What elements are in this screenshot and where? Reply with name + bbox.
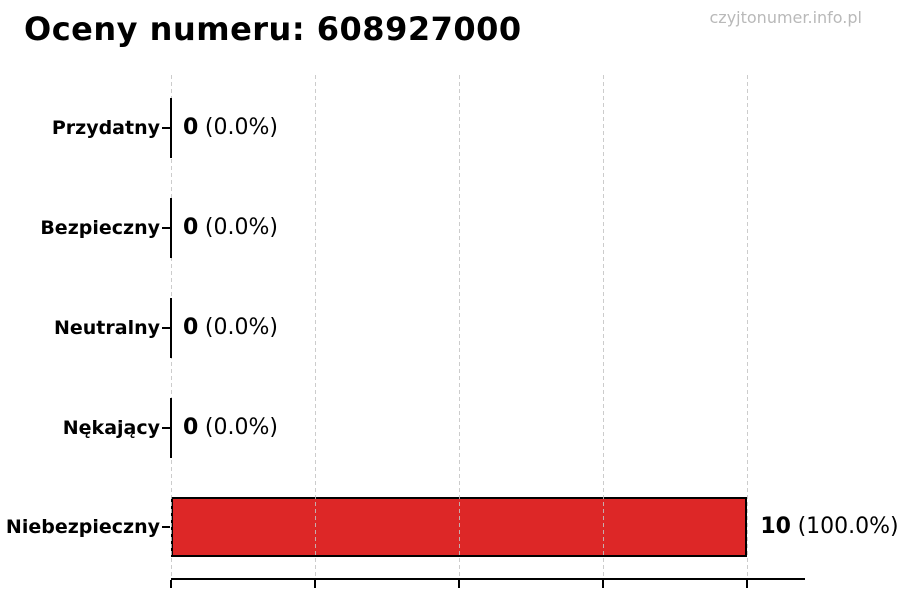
category-label: Neutralny [53, 316, 160, 339]
category-tick [162, 226, 170, 229]
bar [170, 397, 172, 458]
value-count: 0 [183, 114, 199, 140]
value-count: 0 [183, 214, 199, 240]
value-label: 0 (0.0%) [183, 113, 278, 143]
value-percent: (100.0%) [797, 514, 899, 539]
category-tick [162, 526, 170, 528]
value-label: 0 (0.0%) [183, 313, 278, 343]
value-percent: (0.0%) [204, 214, 278, 240]
gridline [459, 75, 461, 580]
category-tick [162, 126, 170, 129]
category-label: Nękający [62, 416, 160, 439]
x-axis-tick [746, 580, 749, 588]
value-count: 10 [760, 514, 791, 539]
value-count: 0 [183, 314, 199, 340]
gridline [747, 75, 749, 580]
value-count: 0 [183, 414, 199, 440]
value-percent: (0.0%) [204, 114, 278, 140]
chart-title: Oceny numeru: 608927000 [24, 10, 522, 48]
value-label: 0 (0.0%) [183, 413, 278, 443]
x-axis-line [171, 578, 805, 580]
x-axis-tick [170, 580, 172, 588]
bar [170, 297, 172, 358]
category-label: Bezpieczny [40, 216, 160, 239]
value-label: 10 (100.0%) [760, 512, 898, 542]
x-axis-tick [602, 580, 605, 588]
x-axis-tick [458, 580, 461, 588]
value-label: 0 (0.0%) [183, 213, 278, 243]
x-axis-tick [314, 580, 317, 588]
value-percent: (0.0%) [204, 414, 278, 440]
category-label: Przydatny [51, 116, 160, 139]
category-tick [162, 426, 170, 429]
gridline [603, 75, 605, 580]
gridline [315, 75, 317, 580]
category-label: Niebezpieczny [5, 516, 160, 538]
category-tick [162, 326, 170, 329]
bar [170, 97, 172, 158]
value-percent: (0.0%) [204, 314, 278, 340]
watermark: czyjtonumer.info.pl [709, 8, 863, 27]
bar [170, 197, 172, 258]
